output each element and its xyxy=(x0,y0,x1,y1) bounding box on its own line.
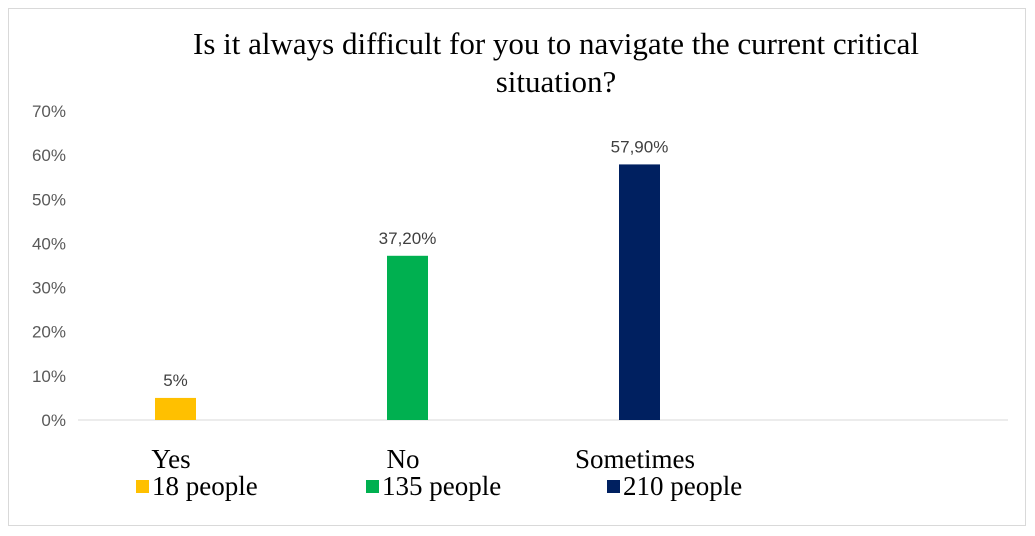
y-tick-label: 40% xyxy=(32,234,66,253)
bar-sometimes xyxy=(619,164,660,420)
data-label: 37,20% xyxy=(379,229,437,248)
y-tick-label: 70% xyxy=(32,102,66,121)
y-tick-label: 60% xyxy=(32,146,66,165)
chart-frame xyxy=(8,8,1026,526)
y-tick-label: 30% xyxy=(32,279,66,298)
category-label: Sometimes xyxy=(575,444,695,474)
chart-title-line-1: Is it always difficult for you to naviga… xyxy=(193,26,919,61)
legend: 18 people 135 people 210 people xyxy=(136,471,742,501)
legend-swatch xyxy=(366,480,379,493)
y-tick-label: 20% xyxy=(32,323,66,342)
y-axis-ticks: 0% 10% 20% 30% 40% 50% 60% 70% xyxy=(32,102,66,430)
y-tick-label: 10% xyxy=(32,367,66,386)
legend-swatch xyxy=(607,480,620,493)
data-label: 57,90% xyxy=(611,137,669,156)
category-label: No xyxy=(387,444,420,474)
category-label: Yes xyxy=(151,444,190,474)
bars xyxy=(155,164,660,420)
legend-label: 210 people xyxy=(623,471,742,501)
bar-yes xyxy=(155,397,196,420)
category-labels: Yes No Sometimes xyxy=(151,444,695,474)
chart-title-line-2: situation? xyxy=(496,64,617,99)
legend-swatch xyxy=(136,480,149,493)
data-label: 5% xyxy=(163,371,188,390)
data-labels: 5% 37,20% 57,90% xyxy=(163,137,668,390)
bar-no xyxy=(387,255,428,420)
legend-label: 18 people xyxy=(152,471,258,501)
y-tick-label: 0% xyxy=(41,411,66,430)
legend-label: 135 people xyxy=(382,471,501,501)
y-tick-label: 50% xyxy=(32,190,66,209)
